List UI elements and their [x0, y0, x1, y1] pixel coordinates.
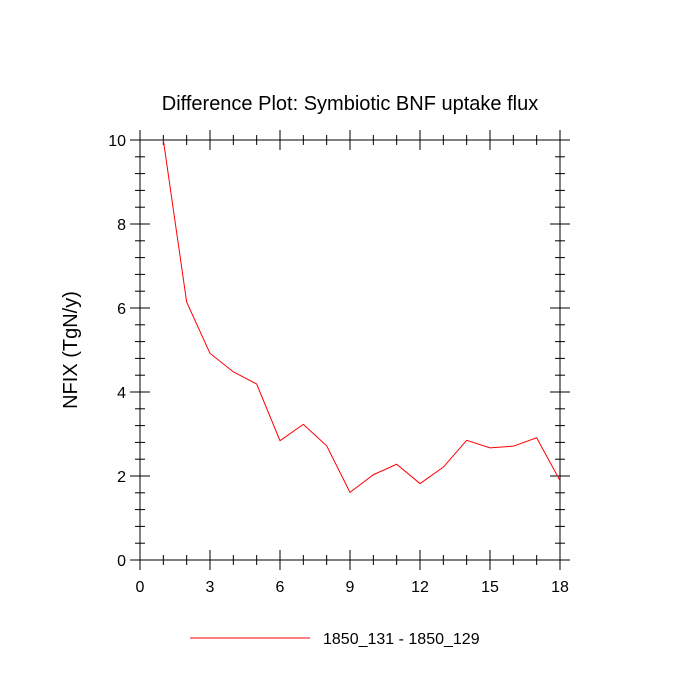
x-tick-label: 18 [551, 579, 569, 596]
x-tick-label: 9 [346, 579, 355, 596]
legend-label: 1850_131 - 1850_129 [323, 631, 480, 648]
series-line [162, 140, 560, 494]
plot-area: 0 3 6 9 12 15 18 0 2 4 6 8 10 [108, 130, 570, 596]
chart-title: Difference Plot: Symbiotic BNF uptake fl… [162, 93, 538, 115]
x-tick-label: 3 [206, 579, 215, 596]
x-tick-label: 6 [276, 579, 285, 596]
y-tick-label: 6 [117, 301, 126, 318]
x-tick-label: 15 [481, 579, 499, 596]
y-tick-label: 0 [117, 553, 126, 570]
x-tick-label: 0 [136, 579, 145, 596]
y-tick-label: 2 [117, 469, 126, 486]
y-tick-label: 10 [108, 133, 126, 150]
legend: 1850_131 - 1850_129 [190, 631, 480, 648]
y-tick-label: 8 [117, 217, 126, 234]
y-axis-label: NFIX (TgN/y) [60, 291, 82, 409]
x-tick-label: 12 [411, 579, 429, 596]
plot-frame [139, 139, 561, 561]
y-tick-label: 4 [117, 385, 126, 402]
